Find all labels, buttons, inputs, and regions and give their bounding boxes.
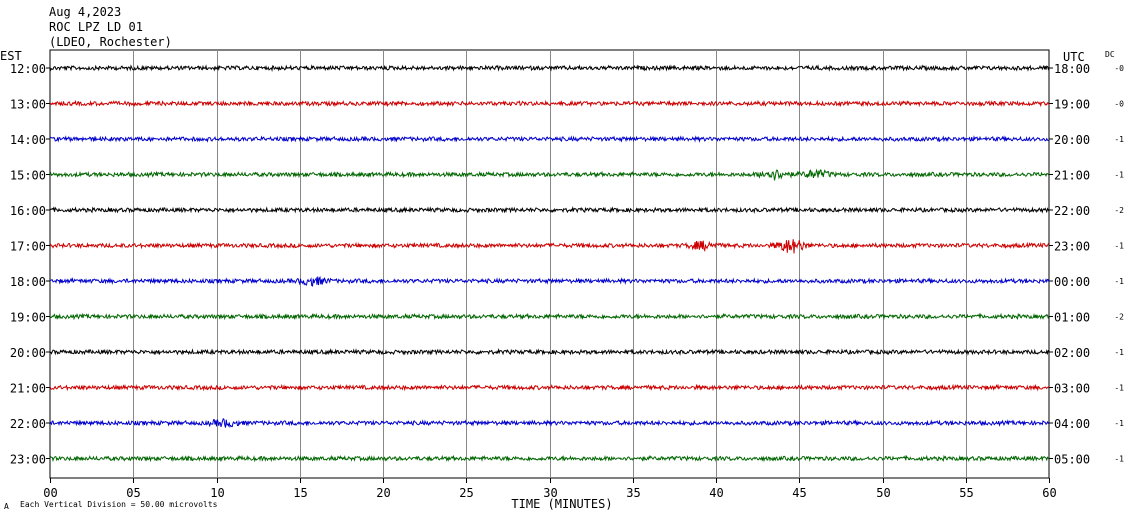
row-label-utc: 18:00 <box>1054 62 1090 76</box>
x-tick-label: 00 <box>43 486 57 500</box>
x-tick-label: 45 <box>792 486 806 500</box>
row-label-utc: 02:00 <box>1054 346 1090 360</box>
x-tick-label: 60 <box>1042 486 1056 500</box>
trace-2000 <box>49 348 1050 356</box>
row-label-dc: -1 <box>1114 242 1124 251</box>
x-tick-label: 20 <box>376 486 390 500</box>
trace-1500 <box>49 168 1050 181</box>
row-label-utc: 22:00 <box>1054 204 1090 218</box>
row-label-est: 22:00 <box>10 417 46 431</box>
x-tick-label: 35 <box>626 486 640 500</box>
trace-1700 <box>49 239 1050 254</box>
row-label-utc: 19:00 <box>1054 98 1090 112</box>
footer-mark: A <box>4 502 9 511</box>
row-label-est: 23:00 <box>10 453 46 467</box>
row-label-utc: 01:00 <box>1054 311 1090 325</box>
row-label-dc: -1 <box>1114 419 1124 428</box>
utc-label: UTC <box>1063 50 1085 64</box>
plot-frame <box>49 49 1050 479</box>
x-tick-label: 50 <box>876 486 890 500</box>
row-label-utc: 20:00 <box>1054 133 1090 147</box>
footer-scale-note: Each Vertical Division = 50.00 microvolt… <box>20 500 218 509</box>
row-label-dc: -1 <box>1114 277 1124 286</box>
row-label-est: 17:00 <box>10 240 46 254</box>
dc-label: DC <box>1105 50 1115 59</box>
trace-2200 <box>49 417 1050 428</box>
row-label-utc: 03:00 <box>1054 382 1090 396</box>
row-label-dc: -0 <box>1114 64 1124 73</box>
trace-1200 <box>49 64 1050 72</box>
x-axis-label: TIME (MINUTES) <box>511 497 612 511</box>
row-label-est: 21:00 <box>10 382 46 396</box>
header-station: ROC LPZ LD 01 <box>49 20 143 34</box>
x-tick-label: 30 <box>543 486 557 500</box>
est-label: EST <box>0 49 22 63</box>
row-label-dc: -0 <box>1114 100 1124 109</box>
trace-1800 <box>49 275 1050 287</box>
trace-1600 <box>49 206 1050 214</box>
header-network: (LDEO, Rochester) <box>49 35 172 49</box>
row-label-utc: 23:00 <box>1054 240 1090 254</box>
row-label-est: 16:00 <box>10 204 46 218</box>
row-label-est: 18:00 <box>10 275 46 289</box>
trace-1900 <box>49 312 1050 321</box>
row-label-utc: 00:00 <box>1054 275 1090 289</box>
x-tick-label: 05 <box>126 486 140 500</box>
row-label-est: 12:00 <box>10 62 46 76</box>
row-label-dc: -1 <box>1114 348 1124 357</box>
x-tick-label: 25 <box>459 486 473 500</box>
x-tick-label: 55 <box>959 486 973 500</box>
row-label-est: 19:00 <box>10 311 46 325</box>
row-label-est: 13:00 <box>10 98 46 112</box>
row-label-est: 20:00 <box>10 346 46 360</box>
x-tick-label: 15 <box>293 486 307 500</box>
row-label-utc: 21:00 <box>1054 169 1090 183</box>
row-label-est: 15:00 <box>10 169 46 183</box>
row-label-dc: -1 <box>1114 171 1124 180</box>
x-tick-label: 40 <box>709 486 723 500</box>
header-date: Aug 4,2023 <box>49 5 122 19</box>
row-label-dc: -2 <box>1114 206 1124 215</box>
x-tick-label: 10 <box>210 486 224 500</box>
row-label-dc: -1 <box>1114 135 1124 144</box>
row-label-est: 14:00 <box>10 133 46 147</box>
trace-1300 <box>49 99 1050 108</box>
trace-1400 <box>49 135 1050 144</box>
row-label-dc: -1 <box>1114 455 1124 464</box>
row-label-utc: 05:00 <box>1054 453 1090 467</box>
trace-2300 <box>49 454 1050 463</box>
trace-2100 <box>49 383 1050 392</box>
row-label-utc: 04:00 <box>1054 417 1090 431</box>
row-label-dc: -1 <box>1114 384 1124 393</box>
row-label-dc: -2 <box>1114 313 1124 322</box>
